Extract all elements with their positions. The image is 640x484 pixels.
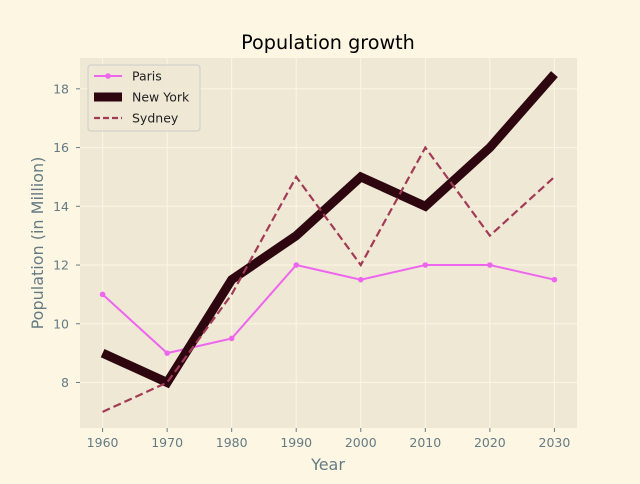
data-point-paris <box>357 276 364 283</box>
legend-marker-paris <box>105 73 111 79</box>
x-axis-label: Year <box>310 455 345 474</box>
series-lines <box>99 71 558 413</box>
data-point-paris <box>422 262 429 268</box>
x-axis-ticks: 1960 1970 1980 1990 2000 2010 2020 2030 <box>87 428 571 450</box>
y-tick-label: 10 <box>53 316 69 331</box>
data-point-paris <box>164 350 170 356</box>
y-tick-label: 16 <box>53 140 69 155</box>
x-tick-label: 2000 <box>345 435 377 450</box>
legend-box <box>87 64 201 132</box>
legend-label-new-york: New York <box>132 90 190 105</box>
series-line-sydney <box>102 145 556 413</box>
y-axis-label: Population (in Million) <box>28 157 47 330</box>
x-tick-label: 1960 <box>87 435 119 450</box>
y-axis-ticks: 8 10 12 14 16 18 <box>53 81 80 390</box>
legend: Paris New York Sydney <box>87 64 201 132</box>
legend-label-sydney: Sydney <box>132 111 179 126</box>
data-point-paris <box>487 262 493 268</box>
x-tick-label: 2010 <box>409 435 441 450</box>
data-point-paris <box>99 291 106 298</box>
series-line-paris <box>101 263 555 355</box>
data-point-paris <box>293 262 300 268</box>
y-tick-label: 8 <box>61 375 69 390</box>
series-line-new-york <box>100 71 558 389</box>
legend-label-paris: Paris <box>132 69 162 84</box>
x-tick-label: 2020 <box>474 435 506 450</box>
x-tick-label: 1970 <box>151 435 183 450</box>
data-point-paris <box>551 276 558 283</box>
y-tick-label: 12 <box>53 258 69 273</box>
data-point-paris <box>228 335 235 342</box>
x-tick-label: 1990 <box>280 435 312 450</box>
y-tick-label: 14 <box>53 199 69 214</box>
chart-title: Population growth <box>241 31 415 54</box>
y-tick-label: 18 <box>53 81 69 96</box>
x-tick-label: 1980 <box>216 435 248 450</box>
x-tick-label: 2030 <box>539 435 571 450</box>
